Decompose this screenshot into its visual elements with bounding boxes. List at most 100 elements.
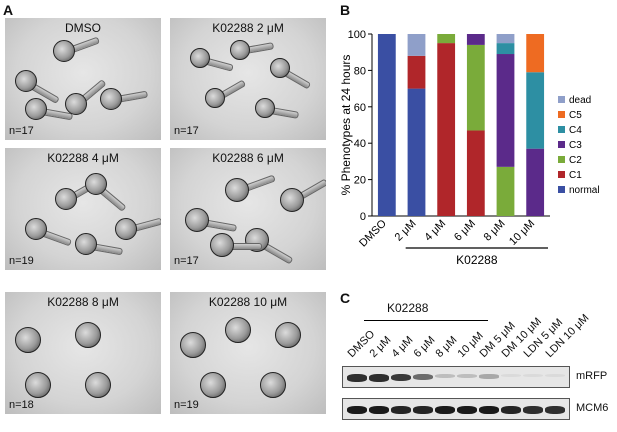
bar-segment-c5 [526, 34, 545, 73]
blot-band [523, 406, 543, 414]
embryo [53, 40, 75, 62]
embryo [85, 173, 107, 195]
bar-segment-c3 [496, 54, 515, 167]
bar-segment-c1 [407, 55, 426, 89]
panel-b-label: B [340, 2, 351, 18]
photo-title: DMSO [65, 21, 101, 35]
blot-band [391, 406, 411, 414]
photo-n-count: n=18 [9, 399, 34, 411]
legend-swatch [558, 126, 565, 133]
embryo-photo: K02288 10 μM n=19 [170, 292, 326, 414]
photo-n-count: n=17 [174, 255, 199, 267]
embryo-photo: K02288 4 μM n=19 [5, 148, 161, 270]
bar-segment-dead [496, 34, 515, 44]
y-tick-label: 40 [354, 138, 366, 150]
embryo-photo: K02288 2 μM n=17 [170, 18, 326, 140]
blot-band [457, 374, 477, 378]
blot-name-label: mRFP [576, 370, 608, 382]
blot-band [457, 406, 477, 414]
blot-strip [342, 398, 570, 420]
legend-label: C1 [569, 170, 582, 181]
y-tick-label: 100 [348, 29, 366, 41]
x-tick-label: 2 μM [393, 218, 419, 244]
embryo [15, 70, 37, 92]
y-tick-label: 60 [354, 102, 366, 114]
embryo [25, 98, 47, 120]
photo-n-count: n=19 [174, 399, 199, 411]
embryo [15, 327, 41, 353]
embryo [185, 208, 209, 232]
blot-group-label: K02288 [387, 301, 429, 315]
x-tick-label: 8 μM [482, 218, 508, 244]
blot-band [347, 374, 367, 382]
embryo [75, 233, 97, 255]
bar-segment-normal [377, 34, 396, 216]
y-axis-label: % Phenotypes at 24 hours [339, 55, 353, 196]
lane-label: 8 μM [433, 334, 460, 360]
blot-band [413, 374, 433, 380]
embryo-photo: K02288 6 μM n=17 [170, 148, 326, 270]
legend-label: C5 [569, 110, 582, 121]
x-tick-label: 10 μM [507, 218, 537, 248]
embryo [75, 322, 101, 348]
blot-band [435, 406, 455, 414]
legend-label: C4 [569, 125, 582, 136]
group-label: K02288 [456, 253, 498, 267]
y-tick-label: 80 [354, 65, 366, 77]
embryo [205, 88, 225, 108]
blot-strip [342, 366, 570, 388]
legend-swatch [558, 111, 565, 118]
blot-band [479, 374, 499, 379]
bar-segment-c1 [437, 43, 456, 216]
legend-label: normal [569, 185, 600, 196]
embryo [100, 88, 122, 110]
photo-title: K02288 10 μM [208, 295, 288, 309]
blot-band [347, 406, 367, 414]
bar-segment-c3 [466, 34, 485, 45]
bar-segment-normal [407, 88, 426, 216]
embryo [25, 372, 51, 398]
x-tick-label: 4 μM [422, 218, 448, 244]
embryo [270, 58, 290, 78]
blot-band [501, 406, 521, 414]
embryo [190, 48, 210, 68]
lane-label: 6 μM [411, 334, 438, 360]
bar-segment-c4 [496, 43, 515, 55]
blot-band [501, 374, 521, 378]
bar-segment-c4 [526, 72, 545, 149]
photo-title: K02288 2 μM [212, 21, 284, 35]
legend-swatch [558, 96, 565, 103]
photo-n-count: n=17 [9, 125, 34, 137]
embryo [210, 233, 234, 257]
legend-swatch [558, 186, 565, 193]
blot-band [435, 374, 455, 378]
photo-title: K02288 6 μM [212, 151, 284, 165]
embryo-photo: DMSO n=17 [5, 18, 161, 140]
embryo [55, 188, 77, 210]
legend-swatch [558, 156, 565, 163]
blot-band [369, 406, 389, 414]
legend-swatch [558, 171, 565, 178]
bar-segment-c2 [496, 166, 515, 216]
y-tick-label: 0 [360, 211, 366, 223]
embryo [275, 322, 301, 348]
blot-group-bracket [364, 320, 488, 321]
embryo [85, 372, 111, 398]
blot-name-label: MCM6 [576, 402, 609, 414]
bar-segment-c2 [437, 34, 456, 44]
blot-band [369, 374, 389, 382]
bar-segment-c2 [466, 44, 485, 131]
embryo [255, 98, 275, 118]
embryo [200, 372, 226, 398]
bar-segment-c1 [466, 130, 485, 216]
photo-n-count: n=17 [174, 125, 199, 137]
panel-c-label: C [340, 290, 351, 306]
photo-title: K02288 8 μM [47, 295, 119, 309]
photo-n-count: n=19 [9, 255, 34, 267]
blot-band [413, 406, 433, 414]
legend-swatch [558, 141, 565, 148]
blot-band [479, 406, 499, 414]
embryo-photo: K02288 8 μM n=18 [5, 292, 161, 414]
embryo [180, 332, 206, 358]
